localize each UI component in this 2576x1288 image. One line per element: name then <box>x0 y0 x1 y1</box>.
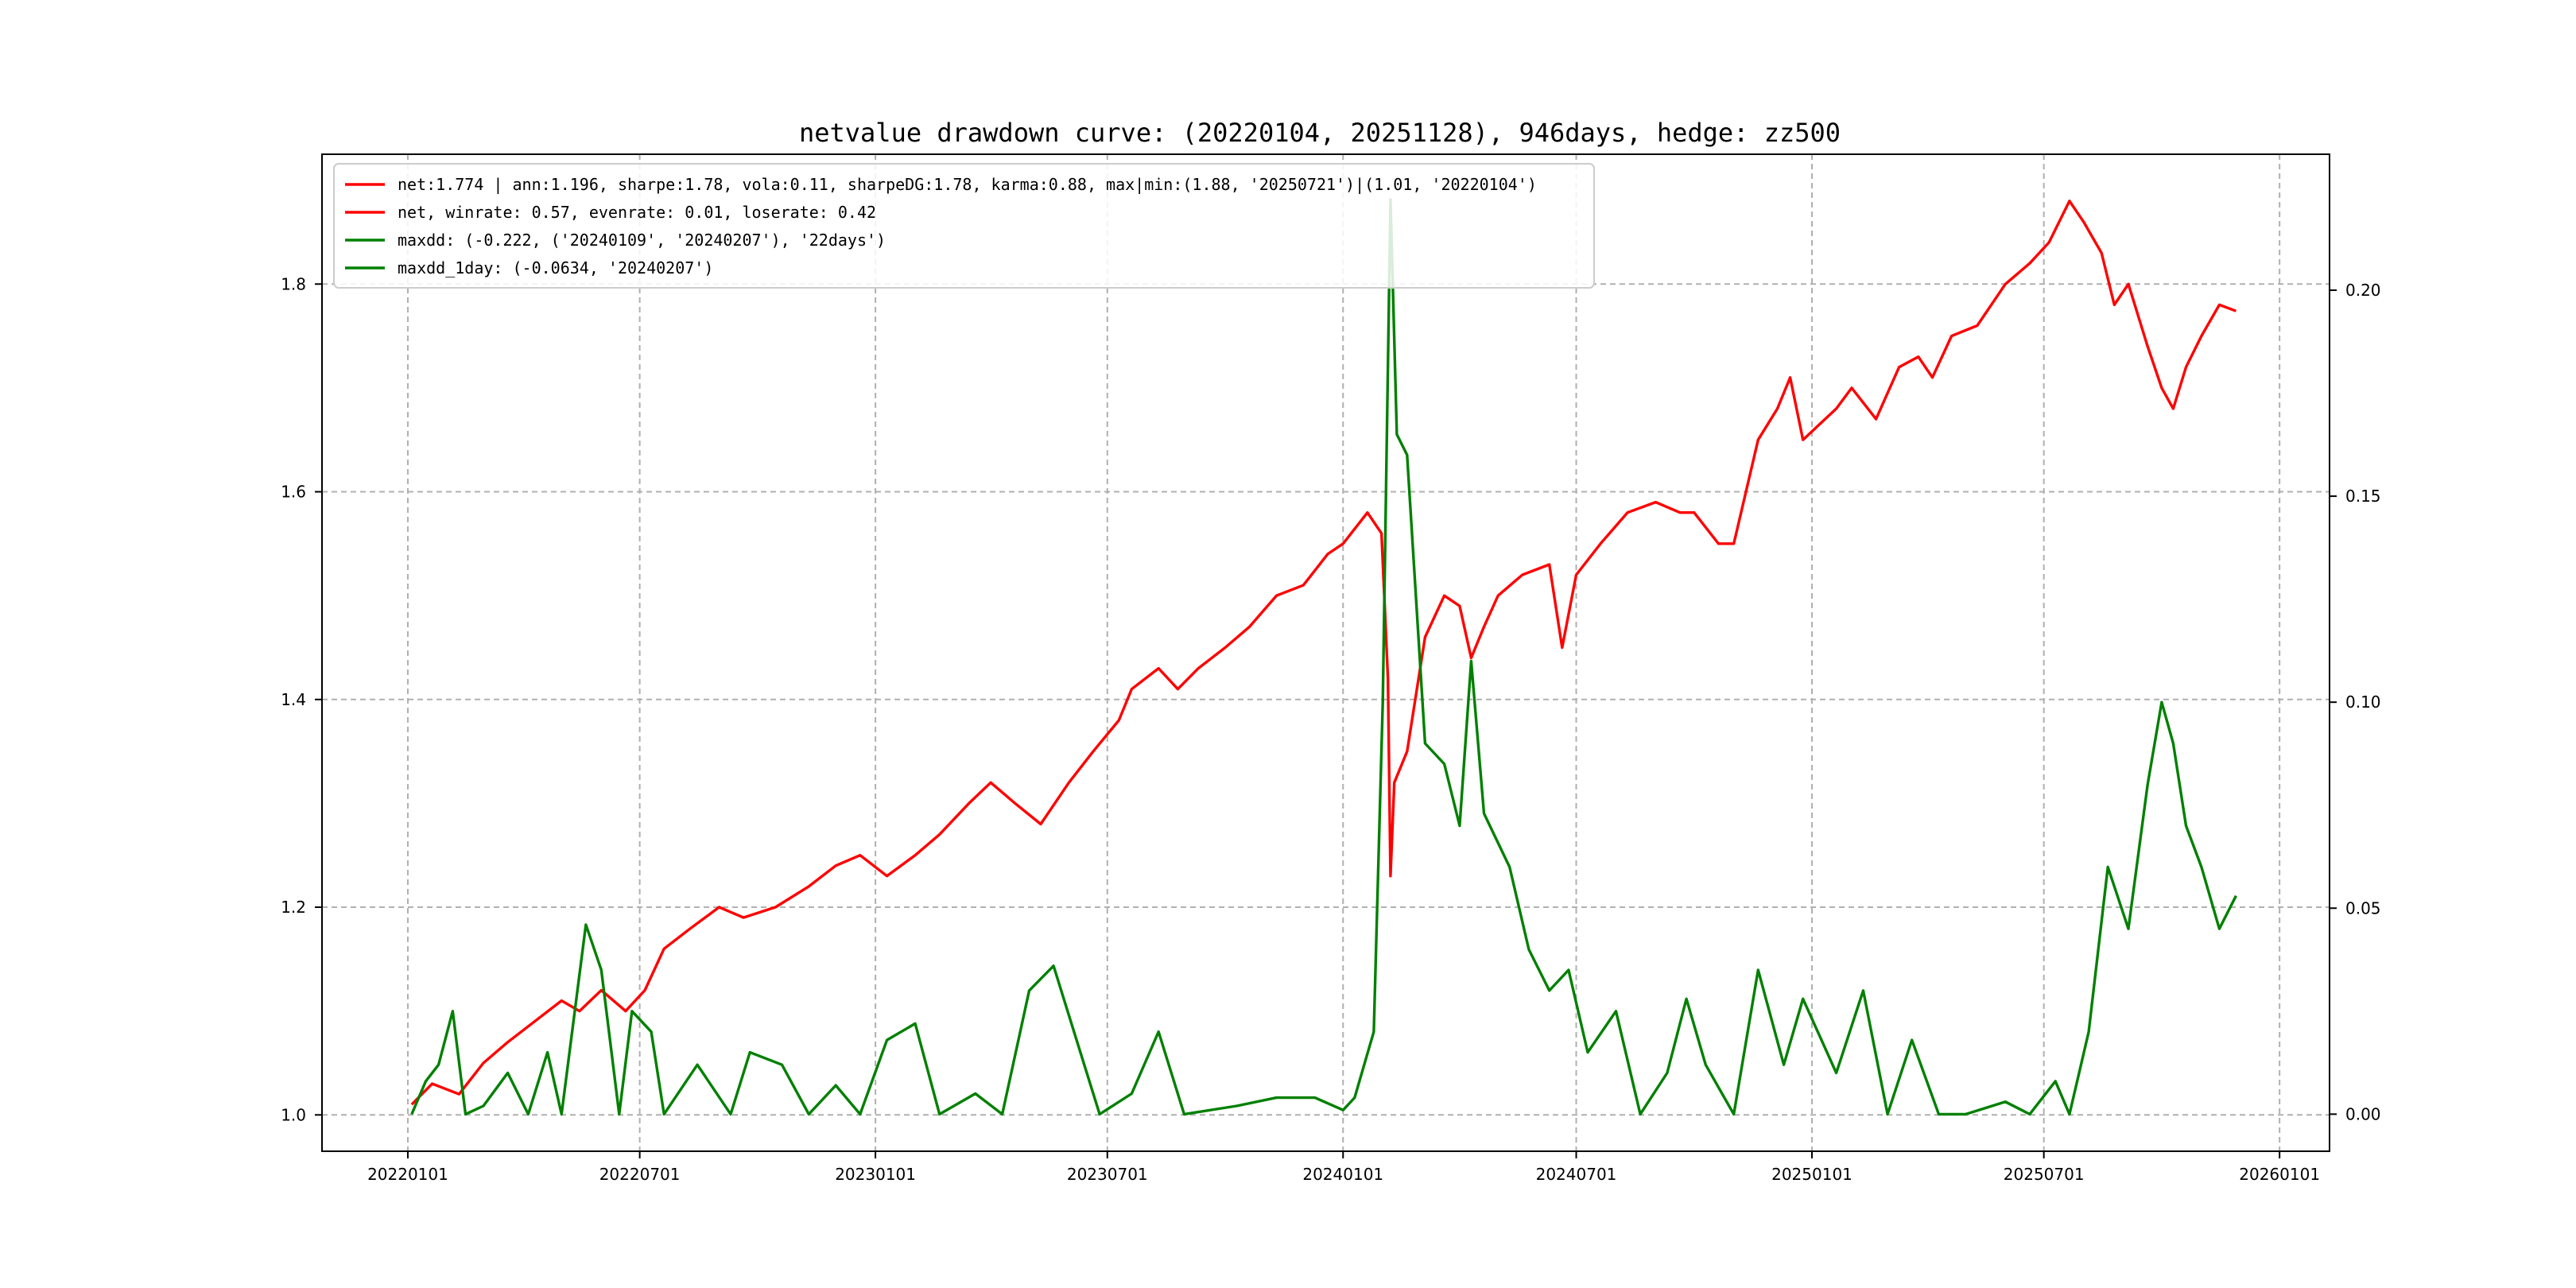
y-left-tick-label: 1.8 <box>281 274 306 293</box>
y-left-tick-label: 1.2 <box>281 898 306 917</box>
y-left-tick-label: 1.6 <box>281 483 306 502</box>
x-tick-label: 20240701 <box>1536 1165 1617 1184</box>
x-tick-label: 20220701 <box>599 1165 681 1184</box>
x-tick-label: 20230701 <box>1067 1165 1148 1184</box>
legend-entry: net:1.774 | ann:1.196, sharpe:1.78, vola… <box>398 175 1537 194</box>
ticks-layer: 20220101 20220701 20230101 20230701 20240101… <box>281 274 2380 1184</box>
drawdown-series-line <box>410 198 2237 1116</box>
legend-entry: maxdd_1day: (-0.0634, '20240207') <box>398 258 713 277</box>
legend-entry: net, winrate: 0.57, evenrate: 0.01, lose… <box>398 203 876 222</box>
y-right-tick-label: 0.20 <box>2345 281 2381 300</box>
y-left-tick-label: 1.0 <box>281 1105 306 1124</box>
y-right-tick-label: 0.05 <box>2345 898 2381 918</box>
y-right-tick-label: 0.15 <box>2345 487 2381 506</box>
x-tick-label: 20260101 <box>2239 1165 2320 1184</box>
legend-box <box>333 163 1595 289</box>
legend: net:1.774 | ann:1.196, sharpe:1.78, vola… <box>333 163 1595 289</box>
x-tick-label: 20250701 <box>2004 1165 2085 1184</box>
x-tick-label: 20220101 <box>367 1165 448 1184</box>
y-left-tick-label: 1.4 <box>281 690 306 709</box>
netvalue-series-line <box>410 200 2237 1106</box>
x-tick-label: 20250101 <box>1771 1165 1852 1184</box>
plot-frame <box>321 153 2330 1152</box>
legend-entry: maxdd: (-0.222, ('20240109', '20240207')… <box>398 231 886 250</box>
y-right-tick-label: 0.10 <box>2345 692 2381 712</box>
y-right-tick-label: 0.00 <box>2345 1104 2381 1123</box>
series-layer <box>410 198 2237 1116</box>
x-tick-label: 20230101 <box>835 1165 916 1184</box>
x-tick-label: 20240101 <box>1302 1165 1383 1184</box>
chart-title: netvalue drawdown curve: (20220104, 2025… <box>799 118 1841 148</box>
